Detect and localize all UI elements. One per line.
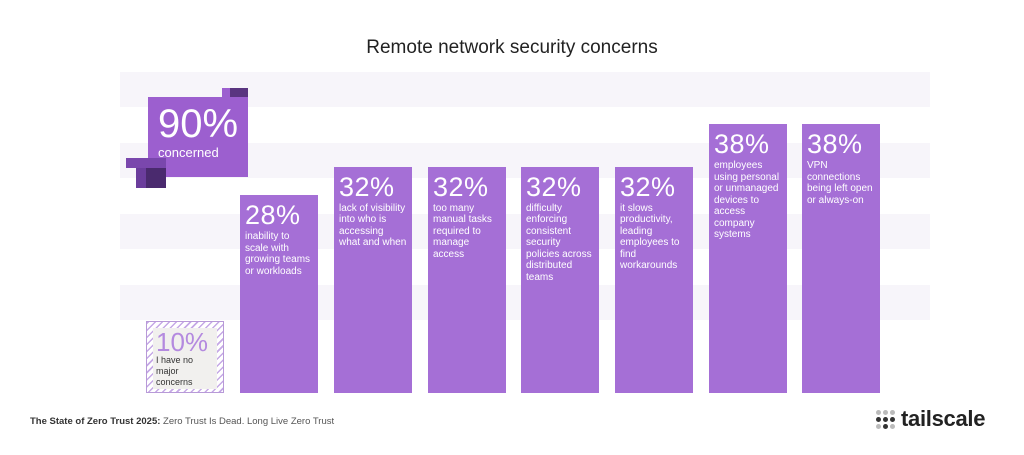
- tailscale-logo: tailscale: [876, 406, 985, 432]
- summary-value: 90%: [158, 102, 239, 146]
- chart-title: Remote network security concerns: [366, 37, 658, 58]
- bar-label: difficulty enforcing consistent security…: [526, 202, 592, 283]
- source-footer: The State of Zero Trust 2025: Zero Trust…: [30, 416, 334, 427]
- logo-name: tailscale: [901, 406, 986, 431]
- background-band: [120, 72, 930, 107]
- bar-value: 32%: [339, 171, 395, 202]
- bar-value: 28%: [245, 200, 301, 231]
- bar: 32% too many manual tasks required to man…: [428, 166, 506, 393]
- bar-label: inability to scale with growing teams or…: [245, 231, 311, 277]
- bar: 28% inability to scale with growing teams…: [240, 195, 318, 393]
- bar-label: too many manual tasks required to manage…: [433, 202, 492, 260]
- pixel-decoration: [146, 168, 166, 188]
- bar-value: 32%: [526, 171, 582, 202]
- bar-label: lack of visibility into who is accessing…: [339, 202, 407, 249]
- bar-value: 32%: [620, 171, 676, 202]
- bar: 32% difficulty enforcing consistent secur…: [521, 166, 599, 393]
- source-rest: Zero Trust Is Dead. Long Live Zero Trust: [160, 416, 335, 427]
- bar-label: employees using personal or unmanaged de…: [714, 160, 780, 241]
- logo-dots-icon: [876, 409, 895, 429]
- bar-value: 38%: [807, 129, 863, 160]
- bar-label: I have no major concerns: [156, 355, 194, 387]
- pixel-decoration: [230, 88, 248, 97]
- pixel-decoration: [126, 158, 166, 168]
- bar-no-concerns: 10% I have no major concerns: [146, 321, 224, 393]
- bar-label: it slows productivity, leading employees…: [620, 202, 680, 272]
- bar-value: 10%: [156, 327, 209, 357]
- bar: 38% employees using personal or unmanaged…: [709, 124, 787, 393]
- source-bold: The State of Zero Trust 2025:: [30, 416, 161, 427]
- bar-value: 32%: [433, 171, 489, 202]
- summary-label: concerned: [158, 145, 219, 160]
- bar: 38% VPN connections being left open or al…: [802, 124, 880, 393]
- bar: 32% it slows productivity, leading employ…: [615, 166, 693, 393]
- bar-label: VPN connections being left open or alway…: [807, 160, 873, 206]
- bar: 32% lack of visibility into who is access…: [334, 166, 412, 393]
- bar-value: 38%: [714, 129, 770, 160]
